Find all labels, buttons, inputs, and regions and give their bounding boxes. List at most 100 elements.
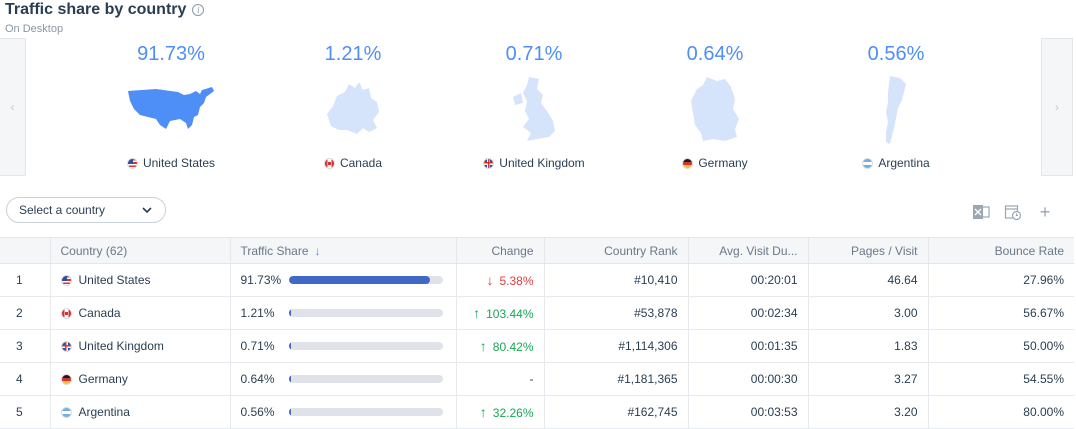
excel-export-icon[interactable] bbox=[972, 203, 990, 221]
country-select[interactable]: Select a country bbox=[6, 197, 166, 223]
card-share-pct: 0.56% bbox=[867, 43, 925, 65]
bounce-rate-header[interactable]: Bounce Rate bbox=[928, 237, 1074, 264]
table-row: 1 United States 91.73% ↓ 5.38% #10,410 00… bbox=[0, 263, 1074, 297]
row-pages-per-visit: 3.20 bbox=[808, 395, 929, 429]
table-toolbar: + bbox=[972, 201, 1054, 222]
row-change: ↑ 32.26% bbox=[456, 395, 545, 429]
index-header bbox=[0, 237, 51, 264]
row-avg-visit-duration: 00:02:34 bbox=[688, 296, 809, 330]
row-bounce-rate: 54.55% bbox=[928, 362, 1074, 396]
table-row: 3 United Kingdom 0.71% ↑ 80.42% #1,114,30… bbox=[0, 329, 1074, 363]
country-card-gb[interactable]: 0.71% United Kingdom bbox=[449, 38, 619, 178]
row-pages-per-visit: 3.00 bbox=[808, 296, 929, 330]
arrow-up-icon: ↑ bbox=[473, 305, 481, 321]
row-traffic-share: 91.73% bbox=[230, 263, 457, 297]
country-select-placeholder: Select a country bbox=[19, 203, 106, 217]
table-row: 5 Argentina 0.56% ↑ 32.26% #162,745 00:03… bbox=[0, 395, 1074, 429]
sort-down-arrow-icon: ↓ bbox=[314, 243, 321, 258]
country-header[interactable]: Country (62) bbox=[50, 237, 231, 264]
canada-map-icon bbox=[268, 70, 438, 150]
argentina-flag-icon bbox=[862, 157, 874, 169]
row-country-rank: #53,878 bbox=[544, 296, 689, 330]
table-row: 4 Germany 0.64% - #1,181,365 00:00:30 3.… bbox=[0, 362, 1074, 396]
row-change: - bbox=[456, 362, 545, 396]
row-country[interactable]: Argentina bbox=[50, 395, 231, 429]
us-flag-icon bbox=[60, 274, 72, 286]
row-country-rank: #162,745 bbox=[544, 395, 689, 429]
row-change: ↑ 80.42% bbox=[456, 329, 545, 363]
row-pages-per-visit: 1.83 bbox=[808, 329, 929, 363]
chevron-right-icon: › bbox=[1055, 100, 1059, 114]
canada-flag-icon bbox=[60, 307, 72, 319]
card-country-label: Canada bbox=[268, 156, 438, 170]
card-share-pct: 0.64% bbox=[686, 43, 744, 65]
carousel-prev-button[interactable]: ‹ bbox=[0, 38, 26, 176]
row-bounce-rate: 56.67% bbox=[928, 296, 1074, 330]
add-icon[interactable]: + bbox=[1039, 201, 1051, 222]
schedule-report-icon[interactable] bbox=[1004, 203, 1022, 221]
row-country[interactable]: Germany bbox=[50, 362, 231, 396]
chevron-down-icon bbox=[142, 207, 152, 214]
uk-flag-icon bbox=[60, 340, 72, 352]
share-bar bbox=[288, 342, 443, 350]
country-carousel: ‹ 91.73% United States 1.21% Canada 0.71… bbox=[0, 38, 1076, 178]
card-country-label: Argentina bbox=[811, 156, 981, 170]
uk-map-icon bbox=[449, 70, 619, 150]
share-bar bbox=[288, 309, 443, 317]
table-row: 2 Canada 1.21% ↑ 103.44% #53,878 00:02:34… bbox=[0, 296, 1074, 330]
row-country-rank: #1,181,365 bbox=[544, 362, 689, 396]
chevron-left-icon: ‹ bbox=[10, 100, 15, 114]
row-avg-visit-duration: 00:00:30 bbox=[688, 362, 809, 396]
row-change: ↑ 103.44% bbox=[456, 296, 545, 330]
table-header-row: Country (62) Traffic Share ↓ Change Count… bbox=[0, 237, 1074, 264]
row-avg-visit-duration: 00:03:53 bbox=[688, 395, 809, 429]
row-country[interactable]: United States bbox=[50, 263, 231, 297]
card-share-pct: 91.73% bbox=[137, 43, 205, 65]
country-rank-header[interactable]: Country Rank bbox=[544, 237, 689, 264]
traffic-share-header[interactable]: Traffic Share ↓ bbox=[230, 237, 457, 264]
argentina-flag-icon bbox=[60, 406, 72, 418]
share-bar-fill bbox=[288, 276, 430, 284]
card-share-pct: 0.71% bbox=[505, 43, 563, 65]
change-header[interactable]: Change bbox=[456, 237, 545, 264]
row-index: 3 bbox=[0, 329, 51, 363]
germany-map-icon bbox=[630, 70, 800, 150]
country-card-de[interactable]: 0.64% Germany bbox=[630, 38, 800, 178]
carousel-next-button[interactable]: › bbox=[1041, 38, 1073, 176]
germany-flag-icon bbox=[682, 157, 694, 169]
widget-subtitle: On Desktop bbox=[5, 23, 64, 35]
row-bounce-rate: 50.00% bbox=[928, 329, 1074, 363]
card-share-pct: 1.21% bbox=[324, 43, 382, 65]
card-country-label: United Kingdom bbox=[449, 156, 619, 170]
widget-header: Traffic share by country i On Desktop bbox=[5, 0, 205, 38]
arrow-up-icon: ↑ bbox=[479, 338, 487, 354]
row-country[interactable]: United Kingdom bbox=[50, 329, 231, 363]
avg-visit-duration-header[interactable]: Avg. Visit Du... bbox=[688, 237, 809, 264]
pages-per-visit-header[interactable]: Pages / Visit bbox=[808, 237, 929, 264]
argentina-map-icon bbox=[811, 70, 981, 150]
share-bar-fill bbox=[288, 375, 291, 383]
info-icon[interactable]: i bbox=[192, 4, 205, 16]
arrow-up-icon: ↑ bbox=[479, 404, 487, 420]
row-avg-visit-duration: 00:20:01 bbox=[688, 263, 809, 297]
row-traffic-share: 0.56% bbox=[230, 395, 457, 429]
row-index: 4 bbox=[0, 362, 51, 396]
card-country-label: United States bbox=[86, 156, 256, 170]
row-country-rank: #10,410 bbox=[544, 263, 689, 297]
canada-flag-icon bbox=[323, 157, 335, 169]
row-pages-per-visit: 46.64 bbox=[808, 263, 929, 297]
row-index: 1 bbox=[0, 263, 51, 297]
row-traffic-share: 0.71% bbox=[230, 329, 457, 363]
country-card-ca[interactable]: 1.21% Canada bbox=[268, 38, 438, 178]
us-flag-icon bbox=[126, 157, 138, 169]
share-bar bbox=[288, 375, 443, 383]
title-row: Traffic share by country i bbox=[5, 0, 205, 20]
country-card-us[interactable]: 91.73% United States bbox=[86, 38, 256, 178]
row-bounce-rate: 80.00% bbox=[928, 395, 1074, 429]
row-index: 5 bbox=[0, 395, 51, 429]
row-bounce-rate: 27.96% bbox=[928, 263, 1074, 297]
country-card-ar[interactable]: 0.56% Argentina bbox=[811, 38, 981, 178]
row-country[interactable]: Canada bbox=[50, 296, 231, 330]
uk-flag-icon bbox=[483, 157, 495, 169]
row-index: 2 bbox=[0, 296, 51, 330]
